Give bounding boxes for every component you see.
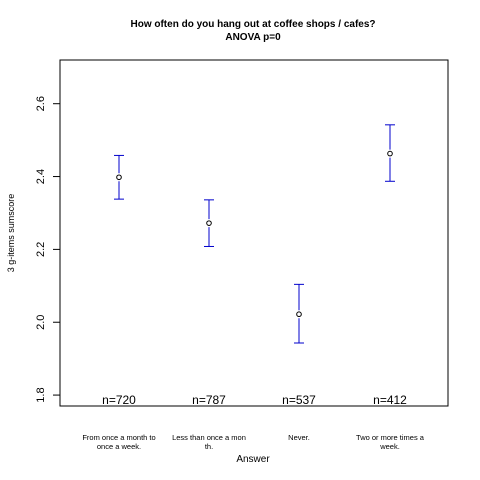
y-axis: 1.8 2.0 2.2 2.4 2.6: [35, 96, 60, 403]
x-tick-label: once a week.: [97, 442, 141, 451]
x-tick-label: From once a month to: [82, 433, 155, 442]
y-tick-label: 2.6: [35, 96, 47, 111]
chart-marks: n=720 n=787 n=537 n=412: [102, 124, 407, 407]
x-tick-label: Never.: [288, 433, 310, 442]
n-label: n=720: [102, 393, 136, 407]
y-tick-label: 2.0: [35, 315, 47, 330]
x-tick-label: week.: [379, 442, 400, 451]
x-tick-label: Two or more times a: [356, 433, 425, 442]
mean-point: [206, 220, 212, 226]
mean-point: [296, 311, 302, 318]
n-label: n=537: [282, 393, 316, 407]
chart-subtitle: ANOVA p=0: [225, 32, 281, 43]
x-axis-label: Answer: [236, 454, 270, 465]
x-tick-label: Less than once a mon: [172, 433, 246, 442]
n-label: n=787: [192, 393, 226, 407]
plot-frame: [59, 59, 449, 407]
n-label: n=412: [373, 393, 407, 407]
y-tick-label: 1.8: [35, 387, 47, 402]
mean-point: [116, 174, 122, 181]
y-tick-label: 2.4: [35, 169, 47, 184]
x-tick-label: th.: [205, 442, 213, 451]
chart-title: How often do you hang out at coffee shop…: [130, 19, 375, 30]
y-axis-label: 3 g-items sumscore: [6, 194, 16, 273]
mean-point: [387, 150, 393, 157]
y-tick-label: 2.2: [35, 242, 47, 257]
